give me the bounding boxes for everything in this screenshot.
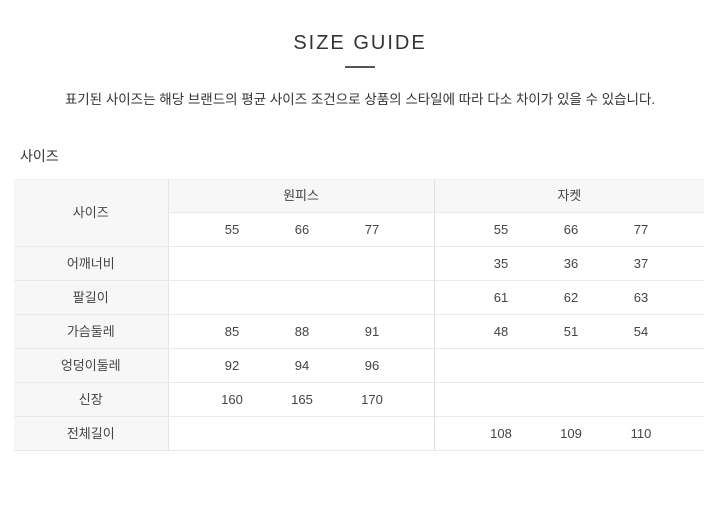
- row-header-shoulder: 어깨너비: [14, 246, 169, 281]
- value-cell: 96: [337, 348, 407, 383]
- spacer-cell: [676, 382, 705, 417]
- spacer-cell: [676, 280, 705, 315]
- row-header-total-length: 전체길이: [14, 416, 169, 451]
- size-header-cell: 66: [267, 212, 337, 247]
- table-row: 전체길이 108 109 110: [14, 416, 705, 451]
- size-header-cell: 66: [536, 212, 607, 247]
- value-cell: 88: [267, 314, 337, 349]
- value-cell: 61: [466, 280, 537, 315]
- group-header-onepiece: 원피스: [168, 179, 435, 213]
- size-header-cell: 55: [197, 212, 267, 247]
- table-row: 팔길이 61 62 63: [14, 280, 705, 315]
- spacer-cell: [433, 314, 467, 349]
- section-label-size: 사이즈: [20, 147, 59, 164]
- spacer-cell: [676, 348, 705, 383]
- row-header-height: 신장: [14, 382, 169, 417]
- spacer-cell: [407, 280, 435, 315]
- value-cell: 36: [536, 246, 607, 281]
- page-title: SIZE GUIDE: [293, 32, 427, 54]
- table-corner-header: 사이즈: [14, 179, 169, 247]
- size-guide-description: 표기된 사이즈는 해당 브랜드의 평균 사이즈 조건으로 상품의 스타일에 따라…: [64, 92, 656, 107]
- spacer-cell: [676, 246, 705, 281]
- spacer-cell: [407, 348, 435, 383]
- value-cell: [267, 280, 337, 315]
- value-cell: [197, 416, 267, 451]
- size-header-cell: 77: [337, 212, 407, 247]
- value-cell: [337, 416, 407, 451]
- spacer-cell: [433, 416, 467, 451]
- spacer-cell: [168, 382, 197, 417]
- spacer-cell: [676, 314, 705, 349]
- row-header-hip: 엉덩이둘레: [14, 348, 169, 383]
- value-cell: [337, 246, 407, 281]
- row-header-arm-length: 팔길이: [14, 280, 169, 315]
- value-cell: 63: [606, 280, 677, 315]
- table-row: 신장 160 165 170: [14, 382, 705, 417]
- value-cell: [267, 416, 337, 451]
- spacer-cell: [433, 246, 467, 281]
- spacer-cell: [407, 314, 435, 349]
- spacer-cell: [407, 416, 435, 451]
- row-header-chest: 가슴둘레: [14, 314, 169, 349]
- spacer-cell: [433, 212, 467, 247]
- value-cell: 48: [466, 314, 537, 349]
- value-cell: [606, 348, 677, 383]
- spacer-cell: [168, 314, 197, 349]
- value-cell: 35: [466, 246, 537, 281]
- value-cell: 51: [536, 314, 607, 349]
- value-cell: 170: [337, 382, 407, 417]
- value-cell: [267, 246, 337, 281]
- value-cell: 94: [267, 348, 337, 383]
- spacer-cell: [407, 212, 435, 247]
- value-cell: [536, 348, 607, 383]
- value-cell: [536, 382, 607, 417]
- table-row: 어깨너비 35 36 37: [14, 246, 705, 281]
- size-header-cell: 77: [606, 212, 677, 247]
- value-cell: 108: [466, 416, 537, 451]
- spacer-cell: [433, 348, 467, 383]
- value-cell: [337, 280, 407, 315]
- size-header-cell: 55: [466, 212, 537, 247]
- table-sizes-header-row: 55 66 77 55 66 77: [14, 212, 705, 247]
- spacer-cell: [433, 382, 467, 417]
- value-cell: 91: [337, 314, 407, 349]
- value-cell: [197, 280, 267, 315]
- value-cell: 160: [197, 382, 267, 417]
- value-cell: 62: [536, 280, 607, 315]
- value-cell: [606, 382, 677, 417]
- spacer-cell: [407, 382, 435, 417]
- size-table: 사이즈 원피스 자켓 55 66 77 55 66 77 어깨너비: [14, 178, 705, 451]
- table-group-header-row: 사이즈 원피스 자켓: [14, 179, 705, 247]
- value-cell: 109: [536, 416, 607, 451]
- value-cell: [466, 382, 537, 417]
- table-row: 엉덩이둘레 92 94 96: [14, 348, 705, 383]
- spacer-cell: [168, 416, 197, 451]
- spacer-cell: [168, 212, 197, 247]
- value-cell: 110: [606, 416, 677, 451]
- table-row: 가슴둘레 85 88 91 48 51 54: [14, 314, 705, 349]
- value-cell: 37: [606, 246, 677, 281]
- value-cell: 54: [606, 314, 677, 349]
- value-cell: [197, 246, 267, 281]
- title-underline: [345, 66, 375, 68]
- spacer-cell: [168, 246, 197, 281]
- value-cell: 85: [197, 314, 267, 349]
- spacer-cell: [676, 212, 705, 247]
- value-cell: [466, 348, 537, 383]
- value-cell: 165: [267, 382, 337, 417]
- spacer-cell: [168, 348, 197, 383]
- group-header-jacket: 자켓: [433, 179, 705, 213]
- spacer-cell: [168, 280, 197, 315]
- value-cell: 92: [197, 348, 267, 383]
- spacer-cell: [676, 416, 705, 451]
- spacer-cell: [407, 246, 435, 281]
- spacer-cell: [433, 280, 467, 315]
